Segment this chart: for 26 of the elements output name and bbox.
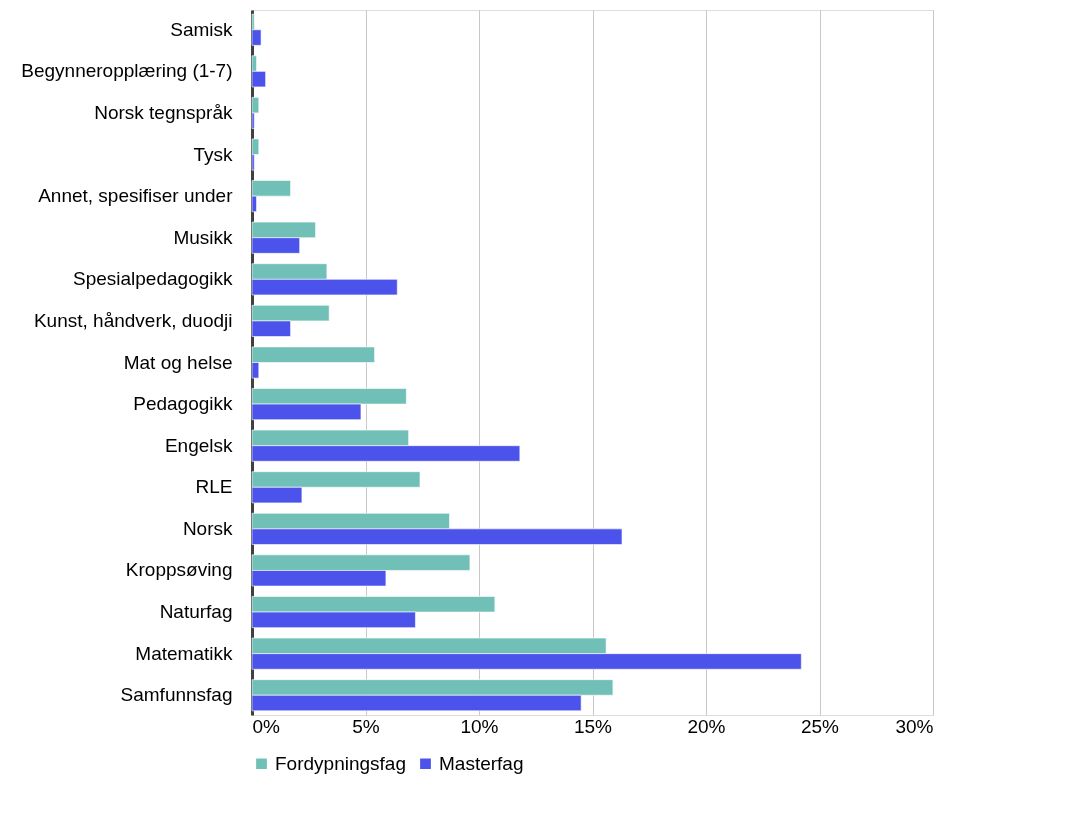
- legend-label: Fordypningsfag: [275, 752, 406, 774]
- y-tick-label: Matematikk: [135, 642, 233, 664]
- y-tick-label: Engelsk: [164, 434, 233, 456]
- y-tick-label: Samfunnsfag: [120, 684, 233, 706]
- y-tick-label: Norsk tegnspråk: [94, 101, 233, 123]
- y-tick-label: Pedagogikk: [133, 393, 233, 415]
- x-tick-label: 25%: [800, 715, 840, 737]
- x-tick-label: 20%: [687, 715, 726, 737]
- x-tick-label: 15%: [573, 715, 613, 737]
- x-tick-label: 10%: [460, 715, 499, 737]
- y-tick-label: Naturfag: [159, 601, 233, 623]
- legend-label: Masterfag: [439, 752, 524, 774]
- y-tick-label: RLE: [195, 476, 233, 498]
- y-tick-label: Norsk: [182, 517, 233, 539]
- x-tick-label: 30%: [895, 715, 934, 737]
- y-tick-label: Samisk: [170, 18, 233, 40]
- y-tick-label: Begynneropplæring (1-7): [21, 60, 233, 82]
- y-tick-label: Mat og helse: [123, 351, 233, 373]
- x-tick-label: 0%: [252, 715, 281, 737]
- y-tick-label: Kunst, håndverk, duodji: [33, 309, 233, 331]
- x-tick-label: 5%: [352, 715, 380, 737]
- y-tick-label: Kroppsøving: [125, 559, 233, 581]
- y-tick-label: Tysk: [193, 143, 233, 165]
- y-tick-label: Annet, spesifiser under: [38, 185, 234, 207]
- y-tick-label: Spesialpedagogikk: [72, 268, 233, 290]
- y-tick-label: Musikk: [173, 226, 233, 248]
